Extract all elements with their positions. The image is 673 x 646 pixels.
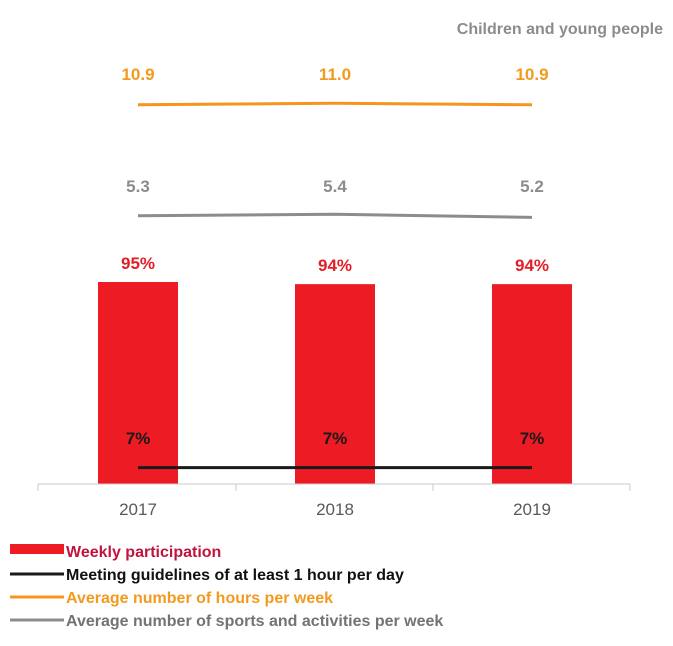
line-data-label: 7% bbox=[520, 429, 545, 448]
bar-2017 bbox=[98, 282, 178, 484]
line-data-label: 5.3 bbox=[126, 177, 150, 196]
line-data-label: 11.0 bbox=[319, 65, 351, 84]
bar-2018 bbox=[295, 284, 375, 484]
line-data-label: 5.2 bbox=[520, 177, 544, 196]
bar-data-label: 94% bbox=[515, 256, 549, 275]
line-series-2 bbox=[137, 101, 533, 107]
chart-subtitle: Children and young people bbox=[457, 21, 663, 38]
legend-label: Weekly participation bbox=[66, 544, 221, 561]
bar-data-label: 94% bbox=[318, 256, 352, 275]
bar-2019 bbox=[492, 284, 572, 484]
x-tick-label: 2019 bbox=[513, 500, 551, 519]
bar-data-label: 95% bbox=[121, 254, 155, 273]
line-data-label: 7% bbox=[323, 429, 348, 448]
bar-series bbox=[98, 282, 572, 484]
line-series-group bbox=[137, 101, 533, 470]
line-data-label: 10.9 bbox=[121, 65, 154, 84]
legend-label: Average number of sports and activities … bbox=[66, 613, 443, 630]
data-labels: 95% 94% 94% 7% 7% 7% 10.9 11.0 10.9 5.3 5.4 5.2 bbox=[121, 65, 549, 448]
line-series-3 bbox=[137, 212, 533, 219]
legend: Weekly participation Meeting guidelines o… bbox=[10, 544, 443, 630]
line-data-label: 5.4 bbox=[323, 177, 347, 196]
line-data-label: 10.9 bbox=[515, 65, 548, 84]
legend-label: Average number of hours per week bbox=[66, 590, 333, 607]
x-tick-label: 2018 bbox=[316, 500, 354, 519]
line-data-label: 7% bbox=[126, 429, 151, 448]
legend-swatch bbox=[10, 544, 64, 554]
legend-label: Meeting guidelines of at least 1 hour pe… bbox=[66, 567, 404, 584]
x-tick-label: 2017 bbox=[119, 500, 157, 519]
x-axis: 2017 2018 2019 bbox=[37, 483, 631, 519]
